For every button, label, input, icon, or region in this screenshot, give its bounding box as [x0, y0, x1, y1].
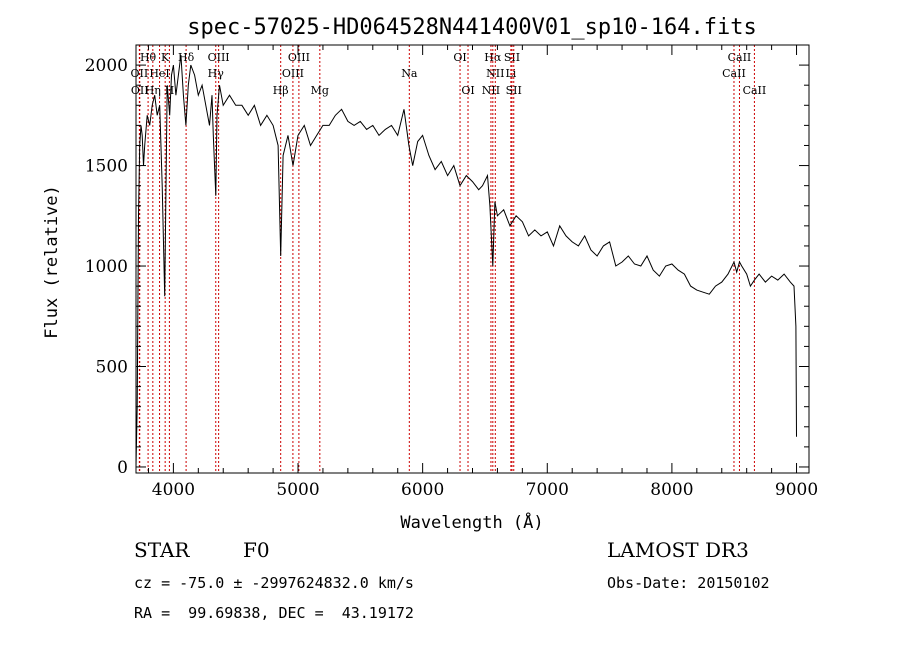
x-tick-label: 6000 [401, 480, 444, 500]
y-tick-label: 500 [96, 358, 128, 378]
spectral-line-label: H [165, 84, 175, 97]
spectral-line-label: NII [482, 84, 500, 97]
obs-date: Obs-Date: 20150102 [607, 574, 770, 592]
spectral-line-label: Mg [311, 84, 329, 97]
spectral-line-label: Hδ [178, 51, 195, 64]
spectral-line-label: OI [461, 84, 474, 97]
x-axis-label: Wavelength (Å) [400, 511, 543, 533]
x-axis-ticks: 4000 5000 6000 7000 8000 9000 [147, 45, 818, 500]
spectral-line-label: OIII [282, 67, 304, 80]
spectral-line-label: Hβ [273, 84, 289, 97]
spectral-line-markers: HθOIIOIIKHeIHηHδHOIIIHγOIIIOIIIHβMgNaOIO… [131, 45, 767, 473]
spectral-line-label: Hη [145, 84, 161, 97]
y-tick-label: 1500 [85, 157, 128, 177]
spectral-line-label: Na [401, 67, 418, 80]
object-class: STAR [134, 538, 190, 562]
x-tick-label: 8000 [650, 480, 693, 500]
spectral-line-label: OIII [288, 51, 310, 64]
spectral-line-label: OII [131, 84, 149, 97]
spectral-line-label: Hα [484, 51, 502, 64]
spectrum-series-line [135, 54, 797, 468]
spectral-line-label: NII [486, 67, 504, 80]
velocity-readout: cz = -75.0 ± -2997624832.0 km/s [134, 574, 414, 592]
spectral-line-label: CaII [728, 51, 752, 64]
x-tick-label: 7000 [526, 480, 569, 500]
y-tick-label: 1000 [85, 257, 128, 277]
y-tick-label: 0 [117, 458, 128, 478]
spectral-line-label: CaII [722, 67, 746, 80]
x-tick-label: 4000 [152, 480, 195, 500]
x-tick-label: 5000 [276, 480, 319, 500]
y-axis-label: Flux (relative) [42, 185, 62, 339]
spectral-line-label: OI [453, 51, 466, 64]
spectral-line-label: Hθ [140, 51, 157, 64]
spectral-line-label: CaII [743, 84, 767, 97]
survey-name: LAMOST DR3 [607, 538, 749, 562]
y-axis-ticks: 0 500 1000 1500 2000 [85, 56, 809, 478]
spectral-line-label: Li [505, 67, 516, 80]
x-tick-label: 9000 [775, 480, 818, 500]
coordinates-readout: RA = 99.69838, DEC = 43.19172 [134, 604, 414, 622]
spectral-subclass: F0 [243, 538, 270, 562]
spectral-line-label: Hγ [208, 67, 225, 80]
spectral-line-label: K [161, 51, 170, 64]
plot-frame [135, 44, 810, 474]
chart-title: spec-57025-HD064528N441400V01_sp10-164.f… [187, 15, 757, 40]
spectral-line-label: OIII [208, 51, 230, 64]
spectral-line-label: SII [506, 84, 522, 97]
spectral-line-label: SII [504, 51, 520, 64]
y-tick-label: 2000 [85, 56, 128, 76]
spectral-line-label: HeI [149, 67, 169, 80]
